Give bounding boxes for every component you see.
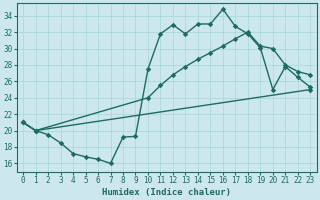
X-axis label: Humidex (Indice chaleur): Humidex (Indice chaleur) [102,188,231,197]
